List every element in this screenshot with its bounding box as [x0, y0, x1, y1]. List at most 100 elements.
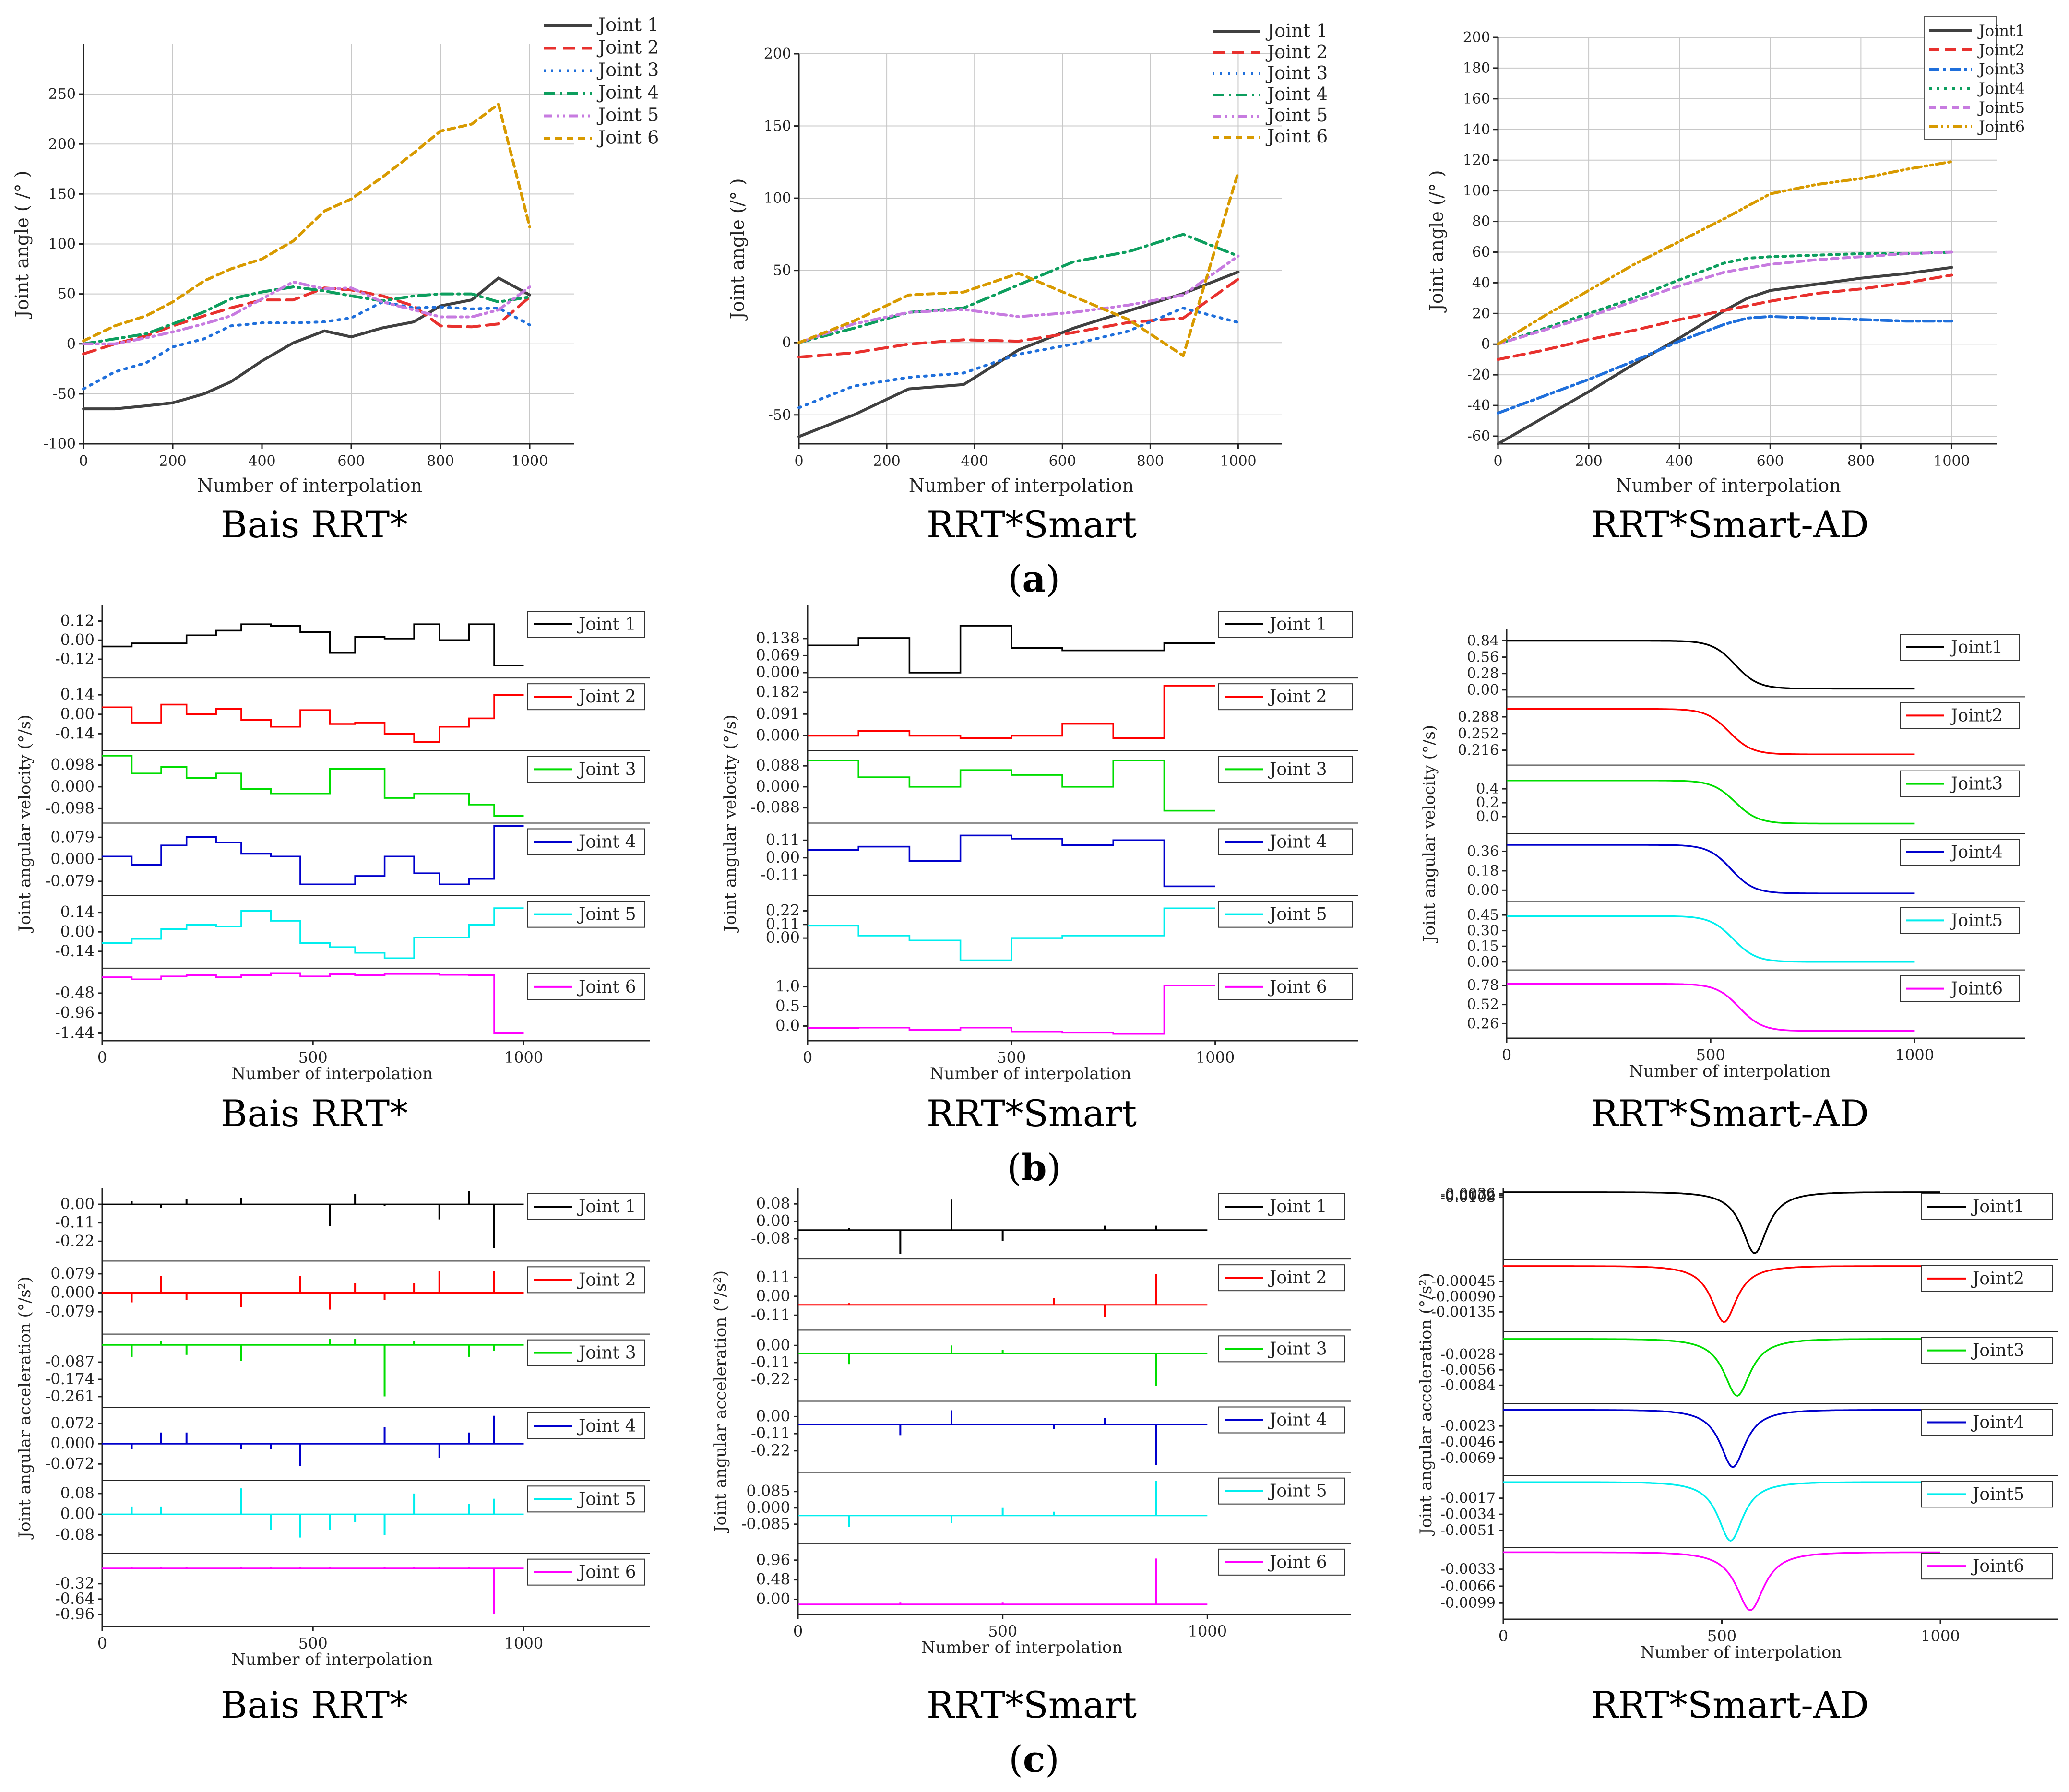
y-tick-label: 0.00 [1467, 682, 1499, 699]
y-tick-label: 0.000 [756, 777, 800, 795]
x-tick-label: 500 [298, 1634, 328, 1652]
y-tick-label: 0.4 [1476, 781, 1499, 797]
chart-title-b2: RRT*Smart [927, 1092, 1137, 1135]
legend-label: Joint 5 [577, 1489, 636, 1509]
x-tick-label: 0 [794, 453, 803, 470]
x-axis-label: Number of interpolation [930, 1064, 1131, 1083]
y-tick-label: -0.261 [46, 1387, 95, 1405]
chart-c3: 0 500 1000 Number of interpolation Joint ang… [1416, 1186, 2058, 1662]
series-line-joint-2 [808, 685, 1215, 739]
legend-label: Joint 5 [1265, 105, 1328, 126]
legend-label: Joint 4 [577, 1416, 636, 1436]
y-tick-label: -0.11 [761, 866, 800, 884]
series-line-joint-6 [1503, 1551, 1940, 1611]
series-line-joint-4 [1497, 250, 1953, 346]
panel-joint-6: 0.960.480.00 Joint 6 [756, 1543, 1351, 1608]
y-axis-label: Joint angle (/° ) [727, 178, 748, 321]
legend-label: Joint 3 [596, 59, 659, 81]
y-axis-label: Joint angular velocity (°/s) [15, 714, 35, 933]
y-tick-label: 0.000 [756, 663, 800, 681]
series-line-joint-6 [1507, 983, 1915, 1032]
x-tick-label: 400 [961, 453, 988, 470]
y-tick-label: 0.00 [766, 928, 800, 947]
panel-joint-2: -0.00045-0.00090-0.00135 Joint2 [1431, 1259, 2058, 1323]
y-tick-label: 0.84 [1467, 632, 1499, 649]
legend-label: Joint 6 [577, 1563, 636, 1582]
legend-label: Joint2 [1949, 706, 2003, 725]
legend-label: Joint1 [1977, 22, 2025, 40]
chart-title-a3: RRT*Smart-AD [1591, 503, 1869, 546]
y-tick-label: 0.288 [1458, 709, 1499, 725]
y-tick-label: 0.11 [756, 1268, 790, 1286]
legend-label: Joint 2 [1268, 1268, 1327, 1288]
legend-label: Joint 4 [577, 832, 636, 852]
x-axis-label: Number of interpolation [231, 1650, 433, 1669]
chart-title-c3: RRT*Smart-AD [1591, 1684, 1869, 1726]
panel-joint-1: 0.080.00-0.08 Joint 1 [751, 1193, 1345, 1254]
y-tick-label: 0.48 [756, 1570, 790, 1589]
x-tick-label: 600 [1757, 453, 1784, 470]
panel-joint-2: 0.182 0.091 0.000 Joint 2 [756, 677, 1358, 744]
y-tick-label: 0.138 [756, 629, 800, 647]
legend-label: Joint 3 [1268, 1339, 1327, 1359]
x-tick-label: 0 [97, 1048, 107, 1067]
y-tick-label: 100 [1463, 183, 1490, 200]
x-tick-label: 1000 [1188, 1622, 1227, 1640]
y-tick-label: 0.000 [756, 726, 800, 744]
y-tick-label: -0.079 [46, 1302, 95, 1320]
row-label-a: (a) [1008, 558, 1060, 600]
panel-joint-3: 0.098 0.000 -0.098 Joint 3 [46, 750, 650, 817]
y-tick-label: 0.00 [756, 1407, 790, 1425]
series-line-joint-6 [797, 170, 1240, 357]
y-tick-label: -0.088 [751, 798, 800, 817]
y-tick-label: -0.14 [55, 724, 95, 742]
legend-label: Joint 4 [1268, 1411, 1327, 1430]
y-tick-label: 0.15 [1467, 938, 1499, 955]
series-line-joint-5 [1497, 250, 1953, 346]
y-axis-label: Joint angular acceleration (°/s²) [1416, 1273, 1436, 1536]
y-tick-label: 0.091 [756, 704, 800, 723]
x-tick-label: 1000 [1220, 453, 1256, 470]
x-tick-label: 0 [1498, 1627, 1508, 1645]
legend-label: Joint 4 [1265, 83, 1328, 105]
legend-label: Joint 1 [1268, 615, 1327, 634]
legend-label: Joint5 [1971, 1484, 2024, 1504]
panel-joint-1: -0.0036-0.0072-0.0108 Joint1 [1440, 1186, 2053, 1254]
y-tick-label: 80 [1472, 214, 1490, 230]
x-axis-label: Number of interpolation [921, 1638, 1123, 1657]
x-tick-label: 0 [1493, 453, 1502, 470]
y-tick-label: -50 [768, 407, 791, 424]
row-label-part: ( [1009, 1738, 1023, 1780]
series-line-joint-4 [102, 825, 524, 886]
y-tick-label: 0.00 [60, 630, 95, 649]
legend-label: Joint2 [1971, 1269, 2024, 1289]
series-line-joint-3 [82, 300, 531, 391]
y-tick-label: 200 [1463, 29, 1490, 46]
y-tick-label: 0.252 [1458, 725, 1499, 742]
y-tick-label: -0.22 [751, 1441, 790, 1460]
series-line-joint-3 [808, 760, 1215, 812]
legend-label: Joint6 [1949, 979, 2003, 999]
series-line-joint-1 [797, 270, 1240, 438]
y-tick-label: -0.0072 [1440, 1187, 1496, 1204]
y-tick-label: 0.56 [1467, 649, 1499, 666]
y-tick-label: -0.079 [46, 872, 95, 890]
chart-c1: 0 500 1000 Number of interpolation Joint ang… [15, 1188, 650, 1669]
y-tick-label: -0.11 [751, 1305, 790, 1324]
y-tick-label: 0 [782, 334, 791, 351]
row-label-part: ( [1007, 1146, 1022, 1189]
chart-c2: 0 500 1000 Number of interpolation Joint ang… [711, 1188, 1351, 1657]
series-line-joint-2 [1507, 708, 1915, 756]
panel-joint-4: -0.0023-0.0046-0.0069 Joint4 [1440, 1403, 2058, 1468]
legend-label: Joint 1 [1265, 20, 1328, 41]
series-line-joint-6 [102, 972, 524, 1034]
y-tick-label: 0.00 [60, 922, 95, 940]
y-tick-label: -0.0069 [1440, 1450, 1496, 1467]
y-tick-label: -0.0108 [1440, 1189, 1496, 1206]
y-tick-label: -0.0017 [1440, 1490, 1496, 1507]
y-tick-label: -0.0051 [1440, 1522, 1496, 1539]
panel-joint-5: 0.08 0.00 -0.08 Joint 5 [55, 1480, 650, 1543]
y-tick-label: -0.14 [55, 942, 95, 960]
